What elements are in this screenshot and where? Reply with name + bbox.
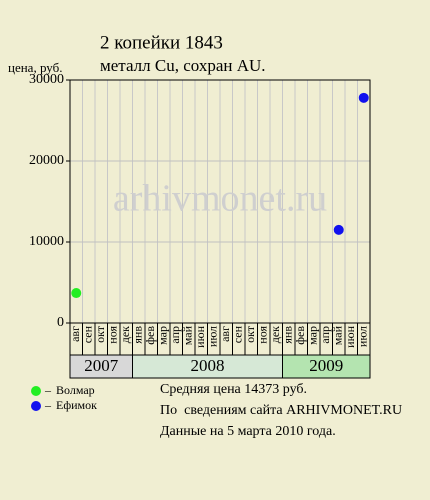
watermark: arhivmonet.ru [113,178,327,220]
x-tick-label: май [181,325,195,345]
chart-title: 2 копейки 1843 [100,32,223,53]
year-label: 2007 [84,356,119,375]
legend-dash: – [44,398,52,412]
x-tick-label: сен [81,325,95,343]
data-point [358,92,369,103]
x-tick-label: дек [268,326,282,343]
x-tick-label: янв [131,326,145,344]
x-tick-label: ноя [256,326,270,344]
note: Данные на 5 марта 2010 года. [160,424,336,439]
chart-subtitle: металл Cu, сохран AU. [100,56,266,75]
x-tick-label: фев [143,326,157,345]
legend-label: Ефимок [56,398,97,412]
legend-marker [31,401,41,411]
data-point [333,224,344,235]
year-label: 2008 [191,356,225,375]
legend-marker [31,386,41,396]
legend-dash: – [44,383,52,397]
y-tick-label: 10000 [29,234,64,249]
x-tick-label: авг [68,326,82,342]
x-tick-label: апр [168,326,182,344]
x-tick-label: ноя [106,326,120,344]
x-tick-label: июл [206,326,220,347]
x-tick-label: фев [293,326,307,345]
year-label: 2009 [309,356,343,375]
x-tick-label: окт [93,325,107,343]
x-tick-label: янв [281,326,295,344]
x-tick-label: дек [118,326,132,343]
y-axis-label: цена, руб. [8,60,62,75]
x-tick-label: сен [231,325,245,343]
data-point [71,288,82,299]
y-tick-label: 30000 [29,72,64,87]
x-tick-label: июн [343,325,357,347]
x-tick-label: окт [243,325,257,343]
legend-label: Волмар [56,383,95,397]
note: По сведениям сайта ARHIVMONET.RU [160,403,402,418]
x-tick-label: июн [193,325,207,347]
x-tick-label: июл [356,326,370,347]
y-tick-label: 20000 [29,153,64,168]
month-cell [357,322,371,356]
x-tick-label: мар [306,326,320,345]
y-tick-label: 0 [57,315,64,330]
x-tick-label: мар [156,326,170,345]
x-tick-label: авг [218,326,232,342]
x-tick-label: апр [318,326,332,344]
x-tick-label: май [331,325,345,345]
note: Средняя цена 14373 руб. [160,382,307,397]
